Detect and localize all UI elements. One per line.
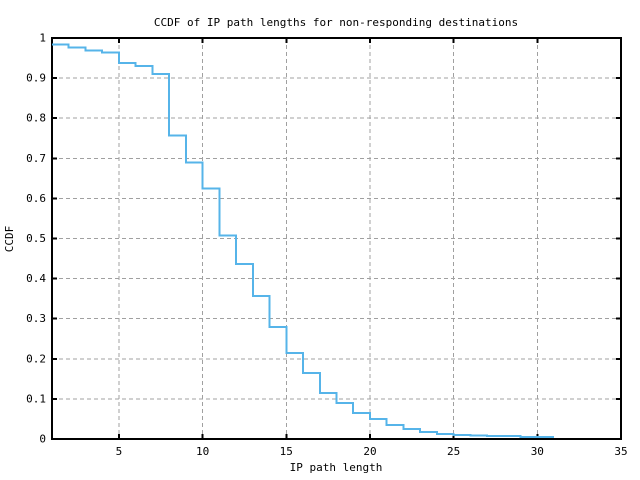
x-tick-label: 30 bbox=[531, 445, 544, 458]
grid-layer bbox=[52, 38, 621, 439]
y-tick-label: 0.6 bbox=[26, 192, 46, 205]
x-tick-label: 5 bbox=[116, 445, 123, 458]
y-axis-label: CCDF bbox=[3, 226, 16, 253]
y-tick-label: 0.2 bbox=[26, 352, 46, 365]
y-tick-label: 0 bbox=[39, 433, 46, 446]
x-tick-label: 20 bbox=[363, 445, 376, 458]
y-tick-label: 1 bbox=[39, 32, 46, 45]
y-tick-label: 0.9 bbox=[26, 72, 46, 85]
y-tick-label: 0.3 bbox=[26, 312, 46, 325]
x-tick-label: 10 bbox=[196, 445, 209, 458]
y-tick-label: 0.7 bbox=[26, 152, 46, 165]
tick-layer bbox=[52, 37, 622, 440]
chart-title: CCDF of IP path lengths for non-respondi… bbox=[154, 16, 518, 29]
tick-label-layer: 5 10 15 20 25 30 35 0 0.1 0.2 0.3 0.4 0.5 0.6 0.7 0.8 0.… bbox=[26, 32, 628, 459]
y-tick-label: 0.8 bbox=[26, 112, 46, 125]
y-tick-label: 0.5 bbox=[26, 232, 46, 245]
x-tick-label: 25 bbox=[447, 445, 460, 458]
y-tick-label: 0.1 bbox=[26, 392, 46, 405]
y-tick-label: 0.4 bbox=[26, 272, 46, 285]
x-tick-label: 35 bbox=[614, 445, 627, 458]
ccdf-step-line bbox=[52, 43, 555, 439]
x-axis-label: IP path length bbox=[290, 461, 383, 474]
x-tick-label: 15 bbox=[280, 445, 293, 458]
